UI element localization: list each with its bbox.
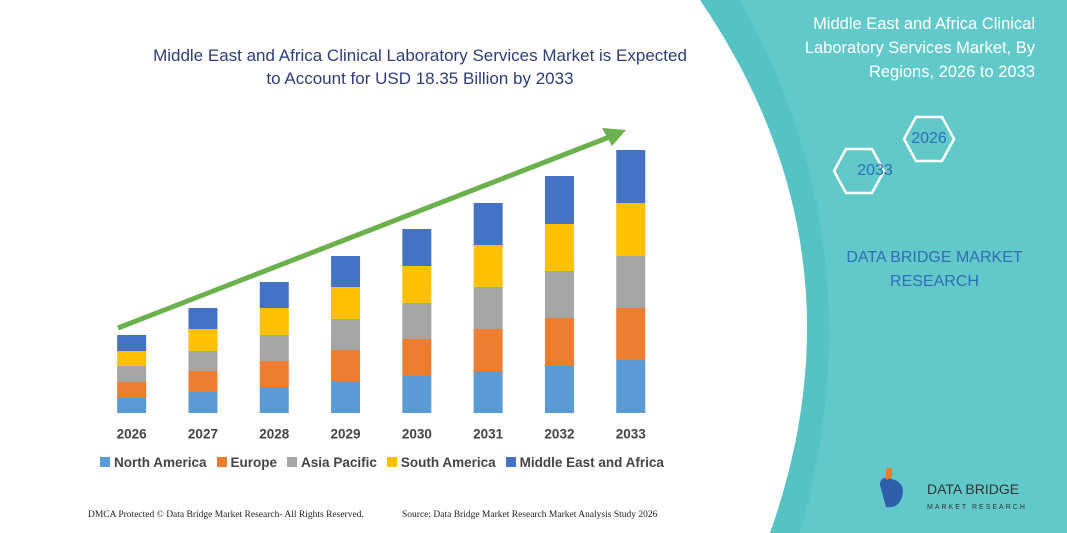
logo-name: DATA BRIDGE (927, 481, 1019, 497)
bar-segment (117, 366, 147, 382)
bar-segment (188, 308, 218, 329)
bar-segment (188, 351, 218, 371)
bar-segment (259, 361, 289, 387)
legend-swatch (216, 457, 227, 467)
bar-segment (331, 381, 361, 413)
bar-segment (117, 351, 147, 366)
bar-segment (544, 224, 574, 271)
legend-swatch (287, 457, 298, 467)
bar-segment (402, 376, 432, 413)
bar-segment (616, 360, 646, 413)
footer-left: DMCA Protected © Data Bridge Market Rese… (88, 510, 364, 520)
trend-arrow (117, 133, 613, 331)
bar-segment (331, 256, 361, 287)
legend-swatch (386, 457, 397, 467)
bar-segment (117, 398, 147, 413)
bar-segment (259, 335, 289, 361)
bar-segment (544, 366, 574, 413)
chart-title: Middle East and Africa Clinical Laborato… (153, 46, 687, 88)
bar-segment (259, 308, 289, 335)
bar-segment (544, 176, 574, 224)
bar-segment (616, 150, 646, 203)
bar-segment (402, 303, 432, 339)
logo-mark (886, 468, 892, 480)
bar-segment (544, 271, 574, 318)
legend-item: Middle East and Africa (505, 455, 664, 470)
x-tick-label: 2026 (117, 427, 148, 442)
legend-swatch (505, 457, 516, 467)
legend-item: South America (386, 455, 496, 470)
legend-label: Europe (230, 455, 278, 470)
bar-segment (544, 318, 574, 366)
legend-item: Asia Pacific (287, 455, 377, 470)
bar-segment (188, 329, 218, 351)
x-tick-label: 2032 (544, 427, 574, 442)
bar-segment (402, 339, 432, 376)
teal-panel-inner (740, 0, 1067, 533)
legend-label: North America (114, 455, 207, 470)
bar-segment (616, 256, 646, 308)
hexagon (832, 147, 886, 195)
legend-item: Europe (216, 455, 278, 470)
bar-segment (188, 371, 218, 392)
bar-segment (117, 335, 147, 351)
x-tick-label: 2030 (402, 427, 432, 442)
legend-item: North America (100, 455, 207, 470)
x-tick-label: 2028 (259, 427, 290, 442)
legend-label: South America (400, 455, 496, 470)
bar-segment (616, 308, 646, 360)
bar-segment (331, 350, 361, 381)
bar-segment (473, 287, 503, 329)
trend-arrow-head (602, 128, 626, 146)
bar-segment (259, 387, 289, 413)
logo-tagline: MARKET RESEARCH (927, 504, 1027, 511)
x-tick-label: 2027 (188, 427, 218, 442)
bar-segment (331, 287, 361, 319)
legend-label: Middle East and Africa (519, 455, 664, 470)
bar-segment (402, 229, 432, 266)
x-tick-label: 2031 (473, 427, 504, 442)
bar-segment (331, 319, 361, 350)
hexagon-label: 2026 (911, 130, 947, 147)
hexagon (902, 115, 956, 163)
bar-segment (259, 282, 289, 308)
bar-segment (402, 266, 432, 303)
bar-segment (473, 371, 503, 413)
brand: DATA BRIDGE MARKET RESEARCH (846, 249, 1023, 290)
panel-title: Middle East and Africa Clinical Laborato… (804, 15, 1035, 81)
bar-segment (473, 203, 503, 245)
bars: 2026 2027 2028 2029 2030 2031 2032 2033 (117, 150, 647, 442)
bar-segment (616, 203, 646, 256)
bar-segment (188, 392, 218, 413)
bar-segment (473, 329, 503, 371)
logo-mark (880, 477, 903, 508)
footer-right: Source: Data Bridge Market Research Mark… (402, 510, 658, 520)
hexagon-label: 2033 (857, 162, 893, 179)
x-tick-label: 2029 (331, 427, 361, 442)
legend-swatch (100, 457, 110, 467)
bar-segment (473, 245, 503, 287)
bar-segment (117, 382, 147, 398)
legend: North America Europe Asia Pacific South Ame… (100, 455, 664, 470)
legend-label: Asia Pacific (301, 455, 377, 470)
x-tick-label: 2033 (616, 427, 647, 442)
